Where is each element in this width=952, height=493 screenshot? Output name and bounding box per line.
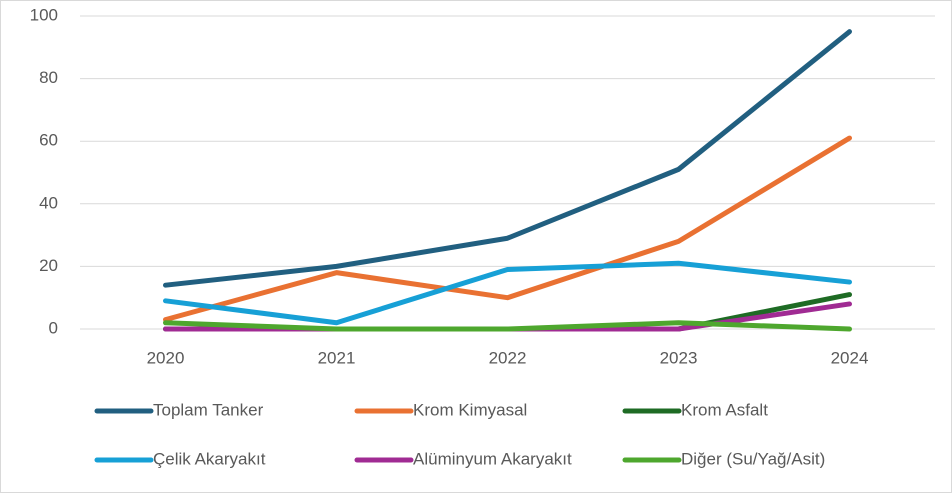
y-tick-label: 80 bbox=[39, 68, 58, 87]
y-tick-label: 100 bbox=[30, 5, 58, 24]
x-tick-label: 2021 bbox=[318, 348, 356, 367]
x-tick-label: 2024 bbox=[831, 348, 869, 367]
y-tick-label: 40 bbox=[39, 193, 58, 212]
x-tick-label: 2020 bbox=[147, 348, 185, 367]
legend-label: Çelik Akaryakıt bbox=[153, 449, 266, 468]
series-line bbox=[163, 320, 852, 332]
legend-label: Krom Asfalt bbox=[681, 400, 768, 419]
legend-label: Diğer (Su/Yağ/Asit) bbox=[681, 449, 825, 468]
series-line bbox=[163, 260, 852, 326]
x-tick-label: 2023 bbox=[660, 348, 698, 367]
legend-label: Krom Kimyasal bbox=[413, 400, 527, 419]
y-tick-label: 60 bbox=[39, 131, 58, 150]
series-line bbox=[163, 29, 852, 288]
legend-label: Toplam Tanker bbox=[153, 400, 264, 419]
y-tick-label: 20 bbox=[39, 256, 58, 275]
x-tick-label: 2022 bbox=[489, 348, 527, 367]
y-tick-label: 0 bbox=[49, 318, 58, 337]
legend-label: Alüminyum Akaryakıt bbox=[413, 449, 572, 468]
series-line bbox=[163, 135, 852, 323]
